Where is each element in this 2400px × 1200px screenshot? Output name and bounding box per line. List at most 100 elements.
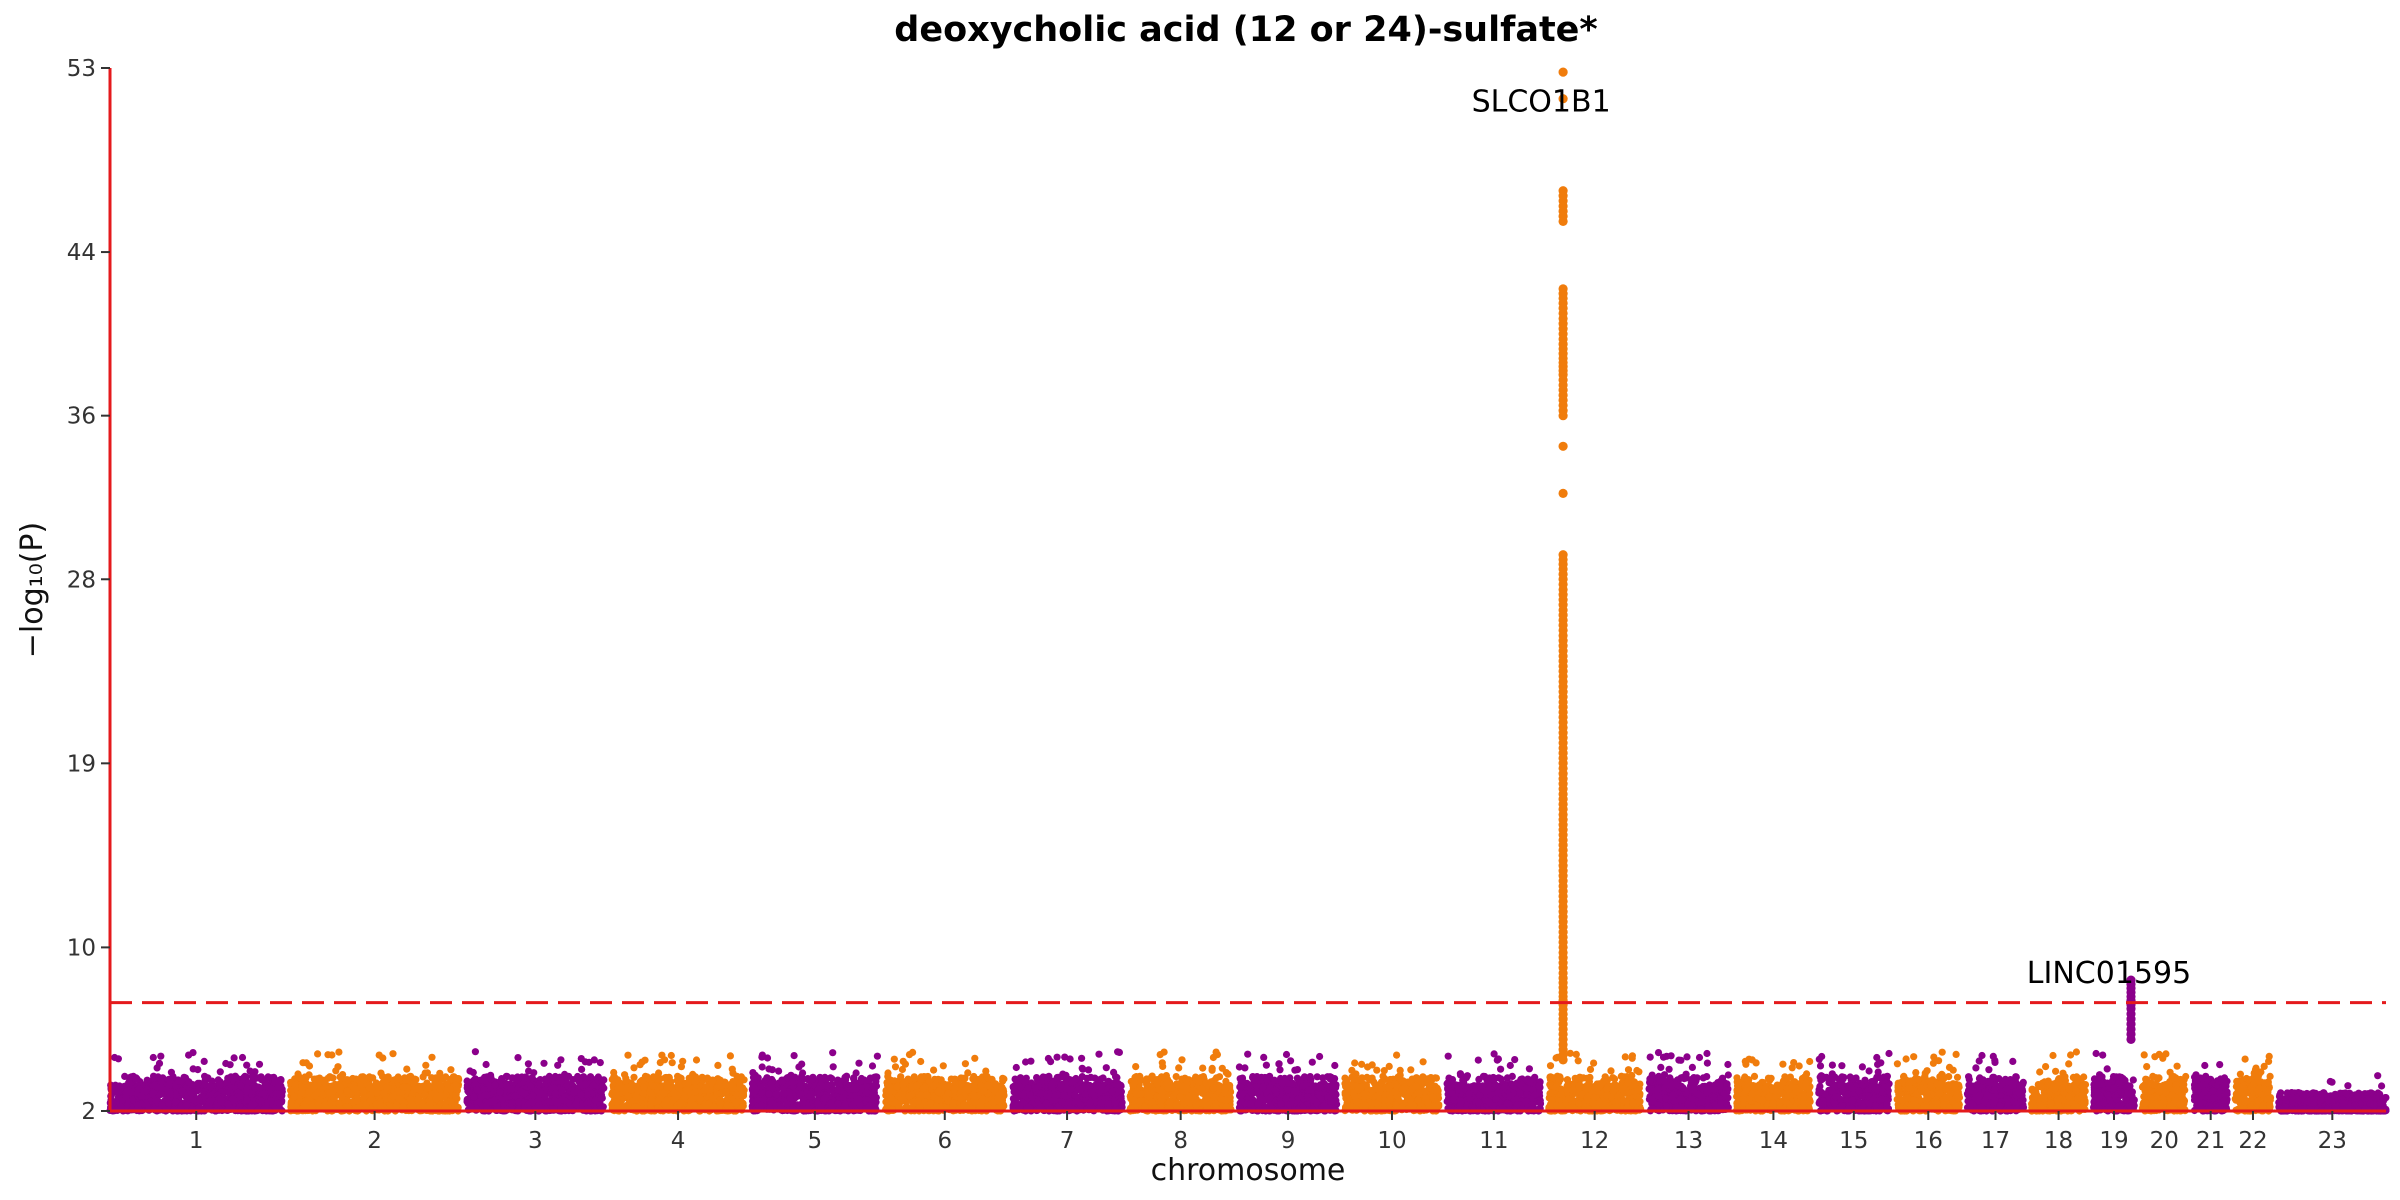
data-point (343, 1087, 351, 1095)
data-point (957, 1094, 965, 1102)
data-point (663, 1083, 671, 1091)
data-point (799, 1099, 807, 1107)
data-point (449, 1073, 457, 1081)
data-point (780, 1090, 788, 1098)
data-point (829, 1063, 837, 1071)
data-point (301, 1077, 309, 1085)
data-point (525, 1067, 533, 1075)
data-point (172, 1090, 180, 1099)
data-point (597, 1094, 606, 1102)
data-point (111, 1053, 119, 1062)
chromosome-points-1 (106, 1049, 286, 1115)
data-point (550, 1097, 559, 1105)
data-point (578, 1065, 586, 1073)
data-point (201, 1072, 209, 1080)
data-point (540, 1059, 548, 1067)
data-point (432, 1074, 440, 1082)
data-point (247, 1103, 255, 1111)
data-point (353, 1097, 361, 1105)
data-point (662, 1073, 670, 1082)
data-point (442, 1073, 450, 1081)
data-point (164, 1099, 172, 1107)
data-point (214, 1076, 222, 1084)
data-point (807, 1076, 816, 1084)
data-point (149, 1053, 157, 1062)
data-point (527, 1082, 535, 1090)
data-point (590, 1056, 598, 1064)
data-point (723, 1101, 731, 1109)
data-point (223, 1078, 231, 1086)
data-point (157, 1052, 165, 1060)
data-point (709, 1095, 717, 1103)
data-point (870, 1096, 878, 1104)
data-point (243, 1061, 251, 1069)
data-point (150, 1072, 158, 1080)
data-point (869, 1082, 877, 1090)
data-point (971, 1054, 979, 1062)
data-point (233, 1074, 241, 1082)
data-point (752, 1085, 760, 1094)
data-point (905, 1092, 913, 1100)
data-point (122, 1087, 131, 1095)
data-point (813, 1100, 822, 1108)
data-point (437, 1091, 445, 1099)
data-point (155, 1059, 164, 1067)
data-point (992, 1080, 1000, 1088)
data-point (528, 1074, 536, 1082)
data-point (964, 1086, 973, 1094)
data-point (855, 1059, 863, 1067)
data-point (351, 1085, 359, 1093)
data-point (623, 1101, 632, 1109)
data-point (667, 1051, 675, 1060)
data-point (551, 1089, 559, 1097)
data-point (487, 1098, 495, 1106)
data-point (414, 1095, 422, 1103)
data-point (360, 1076, 368, 1084)
data-point (909, 1048, 917, 1056)
data-point (524, 1060, 533, 1068)
data-point (828, 1102, 837, 1111)
data-point (325, 1089, 334, 1097)
data-point (243, 1084, 251, 1092)
data-point (961, 1060, 970, 1068)
data-point (632, 1093, 640, 1101)
data-point (798, 1060, 806, 1068)
data-point (528, 1098, 537, 1107)
data-point (598, 1082, 607, 1090)
data-point (230, 1054, 238, 1062)
data-point (166, 1089, 174, 1098)
data-point (274, 1083, 282, 1091)
data-point (658, 1051, 666, 1059)
data-point (814, 1085, 823, 1093)
data-point (873, 1073, 881, 1081)
data-point (395, 1075, 403, 1083)
data-point (577, 1091, 585, 1099)
data-point (696, 1095, 704, 1103)
data-point (929, 1082, 938, 1090)
data-point (849, 1085, 858, 1093)
data-point (757, 1101, 765, 1110)
data-point (243, 1096, 251, 1104)
data-point (399, 1083, 407, 1091)
data-point (675, 1082, 684, 1090)
data-point (389, 1092, 397, 1101)
data-point (402, 1076, 410, 1084)
data-point (857, 1077, 866, 1085)
data-point (765, 1090, 773, 1098)
data-point (917, 1057, 925, 1066)
data-point (117, 1103, 125, 1111)
data-point (589, 1081, 598, 1089)
data-point (818, 1075, 826, 1083)
data-point (648, 1096, 656, 1104)
data-point (277, 1077, 285, 1085)
data-point (960, 1101, 968, 1109)
data-point (910, 1099, 918, 1107)
data-point (469, 1068, 477, 1077)
data-point (165, 1075, 173, 1083)
data-point (586, 1073, 595, 1081)
data-point (930, 1066, 938, 1074)
data-point (428, 1053, 436, 1061)
data-point (621, 1071, 629, 1079)
data-point (187, 1089, 196, 1097)
